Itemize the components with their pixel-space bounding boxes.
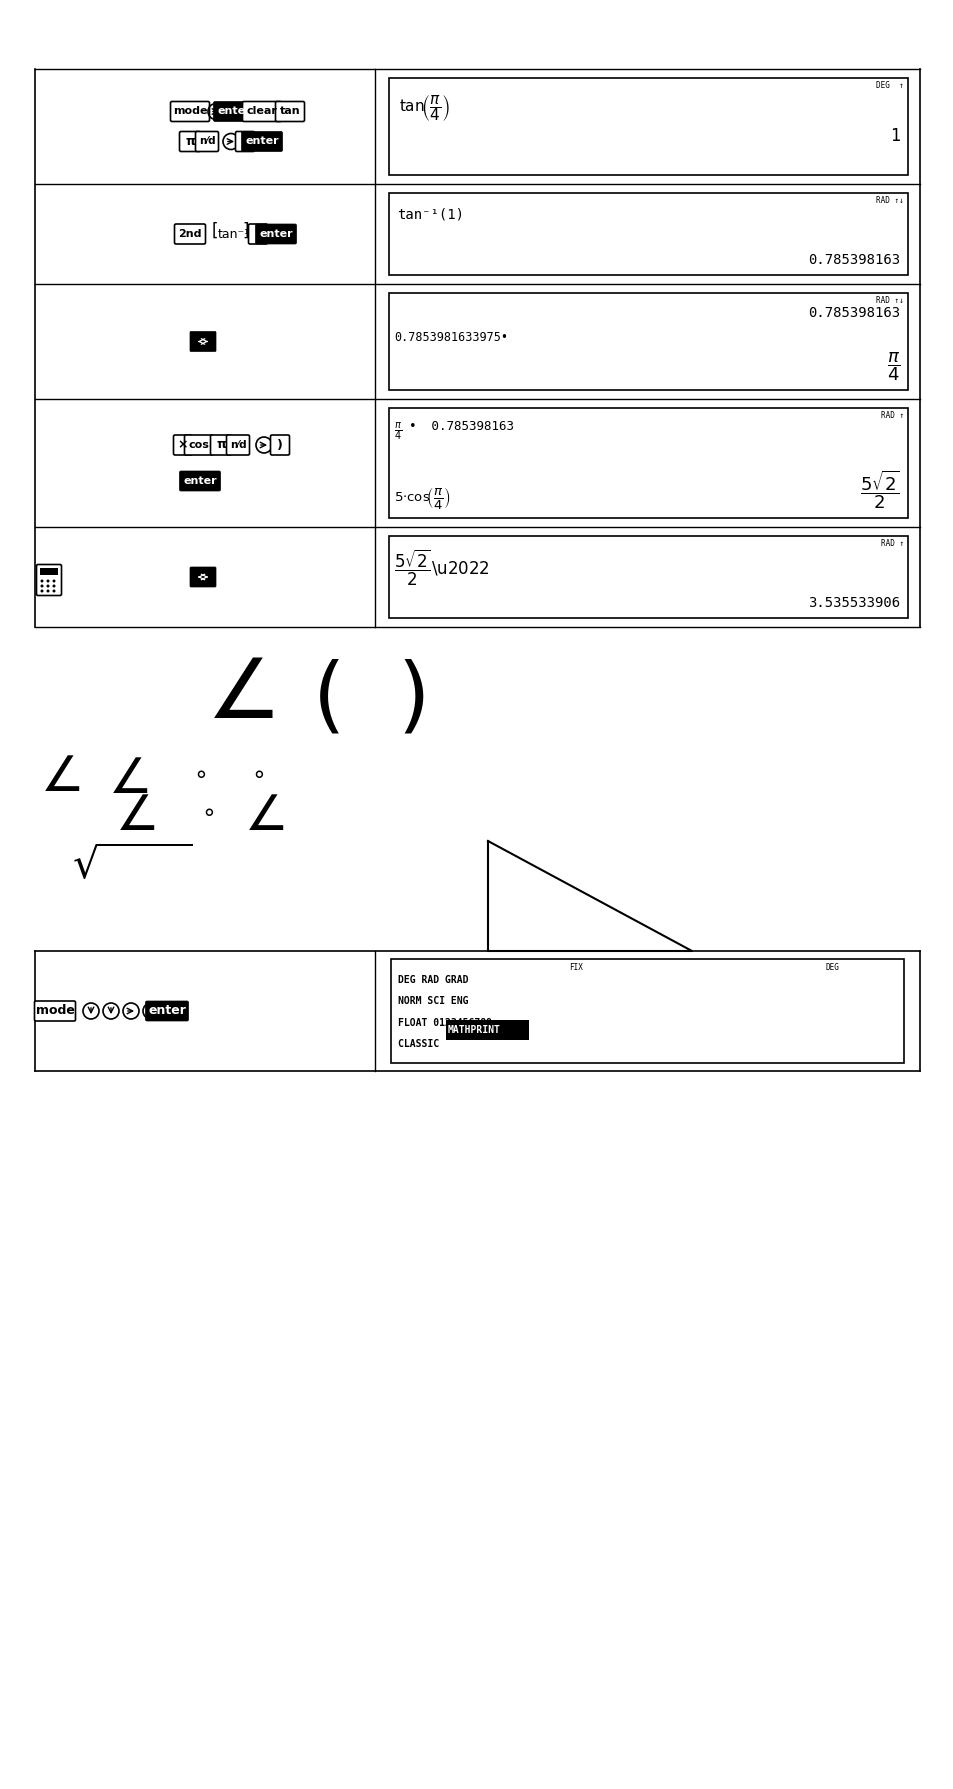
Text: DEG RAD GRAD: DEG RAD GRAD bbox=[397, 975, 468, 986]
Text: $\circ$: $\circ$ bbox=[201, 800, 214, 823]
Circle shape bbox=[40, 585, 44, 587]
Circle shape bbox=[47, 590, 50, 592]
Text: ×: × bbox=[177, 438, 188, 451]
Text: enter: enter bbox=[259, 229, 293, 240]
Circle shape bbox=[52, 585, 55, 587]
Text: mode: mode bbox=[35, 1004, 74, 1018]
FancyBboxPatch shape bbox=[171, 102, 210, 122]
Text: $\angle$: $\angle$ bbox=[206, 653, 274, 735]
FancyBboxPatch shape bbox=[255, 224, 296, 243]
Bar bbox=[40, 567, 58, 574]
FancyBboxPatch shape bbox=[213, 102, 254, 122]
Text: MATHPRINT: MATHPRINT bbox=[448, 1025, 500, 1034]
Text: $\angle$: $\angle$ bbox=[40, 753, 80, 801]
FancyBboxPatch shape bbox=[179, 132, 200, 152]
FancyBboxPatch shape bbox=[241, 132, 282, 152]
Text: FIX: FIX bbox=[568, 962, 582, 971]
FancyBboxPatch shape bbox=[195, 132, 218, 152]
Text: 3.535533906: 3.535533906 bbox=[807, 596, 899, 610]
Text: 1: 1 bbox=[889, 127, 899, 145]
FancyBboxPatch shape bbox=[34, 1002, 75, 1022]
Text: •  0.785398163: • 0.785398163 bbox=[409, 420, 514, 433]
Text: enter: enter bbox=[148, 1004, 186, 1018]
Text: RAD ↑↓: RAD ↑↓ bbox=[876, 197, 903, 206]
Circle shape bbox=[47, 585, 50, 587]
Text: tan$\!\left(\dfrac{\pi}{4}\right)$: tan$\!\left(\dfrac{\pi}{4}\right)$ bbox=[398, 93, 449, 123]
FancyBboxPatch shape bbox=[174, 224, 205, 243]
Text: $\angle$: $\angle$ bbox=[114, 793, 155, 841]
Text: ): ) bbox=[254, 227, 261, 240]
Text: DEG: DEG bbox=[824, 962, 839, 971]
Text: enter: enter bbox=[217, 107, 251, 116]
FancyBboxPatch shape bbox=[248, 224, 267, 243]
Text: $\dfrac{5\sqrt{2}}{2}$: $\dfrac{5\sqrt{2}}{2}$ bbox=[860, 469, 899, 512]
Text: $\frac{\pi}{4}$: $\frac{\pi}{4}$ bbox=[394, 420, 402, 442]
Bar bbox=[391, 959, 903, 1063]
Text: cos: cos bbox=[189, 440, 210, 451]
FancyBboxPatch shape bbox=[173, 435, 193, 454]
Text: clear: clear bbox=[246, 107, 277, 116]
FancyBboxPatch shape bbox=[184, 435, 213, 454]
Text: 5$\cdot$cos$\!\left(\dfrac{\pi}{4}\right)$: 5$\cdot$cos$\!\left(\dfrac{\pi}{4}\right… bbox=[394, 485, 450, 512]
Text: tan⁻¹(1): tan⁻¹(1) bbox=[396, 208, 463, 222]
FancyBboxPatch shape bbox=[211, 435, 232, 454]
Text: π: π bbox=[185, 134, 194, 148]
Text: 0.785398163: 0.785398163 bbox=[807, 252, 899, 267]
Bar bbox=[389, 293, 907, 390]
FancyBboxPatch shape bbox=[179, 471, 220, 490]
Circle shape bbox=[40, 590, 44, 592]
Text: $($  $)$: $($ $)$ bbox=[312, 658, 424, 739]
FancyBboxPatch shape bbox=[146, 1002, 189, 1022]
Text: 0.785398163: 0.785398163 bbox=[807, 306, 899, 320]
Text: π: π bbox=[215, 438, 226, 451]
Bar bbox=[389, 79, 907, 175]
Text: RAD ↑↓: RAD ↑↓ bbox=[876, 295, 903, 304]
FancyBboxPatch shape bbox=[242, 102, 281, 122]
Text: enter: enter bbox=[183, 476, 216, 487]
Bar bbox=[389, 537, 907, 617]
Text: $\dfrac{5\sqrt{2}}{2}$\u2022: $\dfrac{5\sqrt{2}}{2}$\u2022 bbox=[394, 547, 490, 589]
FancyBboxPatch shape bbox=[36, 565, 61, 596]
Text: enter: enter bbox=[245, 136, 278, 147]
Circle shape bbox=[52, 580, 55, 583]
Text: tan⁻¹: tan⁻¹ bbox=[218, 227, 250, 240]
Text: $\circ$: $\circ$ bbox=[193, 760, 207, 785]
Bar bbox=[389, 193, 907, 276]
Bar bbox=[389, 408, 907, 519]
Text: n⁄d: n⁄d bbox=[198, 136, 215, 147]
FancyBboxPatch shape bbox=[190, 567, 215, 587]
Text: DEG  ↑: DEG ↑ bbox=[876, 81, 903, 89]
FancyBboxPatch shape bbox=[226, 435, 250, 454]
Circle shape bbox=[52, 590, 55, 592]
Text: tan: tan bbox=[279, 107, 300, 116]
Text: ): ) bbox=[242, 134, 248, 148]
Text: ): ) bbox=[276, 438, 283, 451]
Circle shape bbox=[47, 580, 50, 583]
Text: mode: mode bbox=[172, 107, 207, 116]
Text: 2nd: 2nd bbox=[178, 229, 201, 240]
FancyBboxPatch shape bbox=[275, 102, 304, 122]
Text: ]: ] bbox=[242, 222, 248, 240]
Text: $\sqrt{\quad\quad}$: $\sqrt{\quad\quad}$ bbox=[71, 846, 192, 887]
FancyBboxPatch shape bbox=[271, 435, 289, 454]
FancyBboxPatch shape bbox=[190, 331, 215, 351]
Circle shape bbox=[40, 580, 44, 583]
FancyBboxPatch shape bbox=[235, 132, 254, 152]
Text: 0.7853981633975•: 0.7853981633975• bbox=[394, 331, 507, 343]
Text: [: [ bbox=[212, 222, 218, 240]
Text: RAD ↑: RAD ↑ bbox=[880, 411, 903, 420]
Text: $\angle$: $\angle$ bbox=[108, 755, 148, 803]
Text: RAD ↑: RAD ↑ bbox=[880, 538, 903, 547]
Text: $\circ$: $\circ$ bbox=[252, 760, 264, 785]
Text: NORM SCI ENG: NORM SCI ENG bbox=[397, 996, 468, 1007]
Text: $\angle$: $\angle$ bbox=[244, 793, 284, 841]
Text: FLOAT 0123456789: FLOAT 0123456789 bbox=[397, 1018, 492, 1029]
Text: CLASSIC: CLASSIC bbox=[397, 1039, 444, 1050]
Text: n⁄d: n⁄d bbox=[230, 440, 246, 451]
Bar bbox=[446, 1020, 529, 1039]
Text: $\dfrac{\pi}{4}$: $\dfrac{\pi}{4}$ bbox=[885, 351, 899, 383]
